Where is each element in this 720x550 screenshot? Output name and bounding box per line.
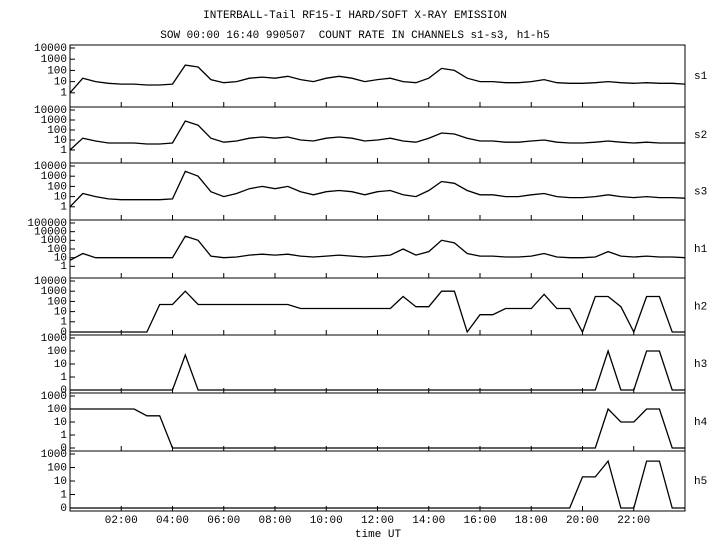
panel-frame xyxy=(69,106,686,164)
y-tick-label: 100 xyxy=(47,462,67,474)
y-tick-label: 10 xyxy=(54,192,67,204)
y-tick-label: 10 xyxy=(54,77,67,89)
x-tick-label: 16:00 xyxy=(463,515,496,527)
x-tick-label: 10:00 xyxy=(310,515,343,527)
panel-label: h3 xyxy=(694,359,707,371)
y-tick-label: 1 xyxy=(60,489,67,501)
y-tick-label: 10000 xyxy=(34,161,67,173)
y-tick-label: 1000 xyxy=(41,54,67,66)
y-tick-label: 10 xyxy=(54,135,67,147)
data-line xyxy=(70,459,685,509)
y-tick-label: 1 xyxy=(60,372,67,384)
data-line xyxy=(69,64,686,94)
y-tick-label: 10000 xyxy=(34,43,67,55)
panel-label: h4 xyxy=(694,417,708,429)
y-tick-label: 100 xyxy=(47,125,67,137)
y-tick-label: 10 xyxy=(54,417,67,429)
y-tick-label: 0 xyxy=(60,503,67,515)
y-tick-label: 1 xyxy=(60,145,67,157)
x-tick-label: 08:00 xyxy=(258,515,291,527)
data-line xyxy=(70,407,685,449)
y-tick-label: 10 xyxy=(54,359,67,371)
y-tick-label: 10000 xyxy=(34,105,67,117)
y-tick-label: 1 xyxy=(60,317,67,329)
x-tick-label: 12:00 xyxy=(361,515,394,527)
data-line xyxy=(69,235,686,261)
y-tick-label: 100000 xyxy=(27,218,67,230)
panel-label: s1 xyxy=(694,71,708,83)
panel-label: h1 xyxy=(694,244,708,256)
x-tick-label: 14:00 xyxy=(412,515,445,527)
panel-frame xyxy=(69,450,686,512)
y-tick-label: 10000 xyxy=(34,276,67,288)
x-tick-label: 02:00 xyxy=(105,515,138,527)
y-tick-label: 1000 xyxy=(41,235,67,247)
y-tick-label: 1 xyxy=(60,261,67,273)
panel-frame xyxy=(69,334,686,394)
x-axis-label: time UT xyxy=(355,529,402,541)
x-tick-label: 20:00 xyxy=(566,515,599,527)
x-tick-label: 18:00 xyxy=(515,515,548,527)
data-line xyxy=(69,120,685,151)
data-line xyxy=(70,290,685,334)
chart-title: INTERBALL-Tail RF15-I HARD/SOFT X-RAY EM… xyxy=(203,10,507,22)
y-tick-label: 1000 xyxy=(41,115,67,127)
panel-frame xyxy=(69,277,686,336)
panel-label: s2 xyxy=(694,130,707,142)
y-tick-label: 100 xyxy=(47,346,67,358)
y-tick-label: 1000 xyxy=(41,391,67,403)
chart-subtitle: SOW 00:00 16:40 990507 COUNT RATE IN CHA… xyxy=(160,30,549,42)
panel-label: s3 xyxy=(694,186,707,198)
y-tick-label: 1 xyxy=(60,430,67,442)
y-tick-label: 1000 xyxy=(41,171,67,183)
x-tick-label: 04:00 xyxy=(156,515,189,527)
x-tick-label: 06:00 xyxy=(207,515,240,527)
y-tick-label: 10 xyxy=(54,476,67,488)
y-tick-label: 1 xyxy=(60,88,67,100)
y-tick-label: 10 xyxy=(54,253,67,265)
panel-label: h5 xyxy=(694,476,707,488)
y-tick-label: 10000 xyxy=(34,227,67,239)
x-tick-label: 22:00 xyxy=(617,515,650,527)
y-tick-label: 100 xyxy=(47,181,67,193)
y-tick-label: 1000 xyxy=(41,333,67,345)
y-tick-label: 0 xyxy=(60,443,67,455)
y-tick-label: 10 xyxy=(54,307,67,319)
panel-frame xyxy=(69,44,686,108)
y-tick-label: 0 xyxy=(60,327,67,339)
panel-frame xyxy=(69,219,686,279)
y-tick-label: 1000 xyxy=(41,286,67,298)
y-tick-label: 1 xyxy=(60,202,67,214)
y-tick-label: 100 xyxy=(47,404,67,416)
data-line xyxy=(70,348,685,391)
panel-label: h2 xyxy=(694,301,707,313)
y-tick-label: 100 xyxy=(47,65,67,77)
y-tick-label: 100 xyxy=(47,244,67,256)
y-tick-label: 0 xyxy=(60,385,67,397)
y-tick-label: 100 xyxy=(47,296,67,308)
y-tick-label: 1000 xyxy=(41,449,67,461)
data-line xyxy=(69,170,686,208)
